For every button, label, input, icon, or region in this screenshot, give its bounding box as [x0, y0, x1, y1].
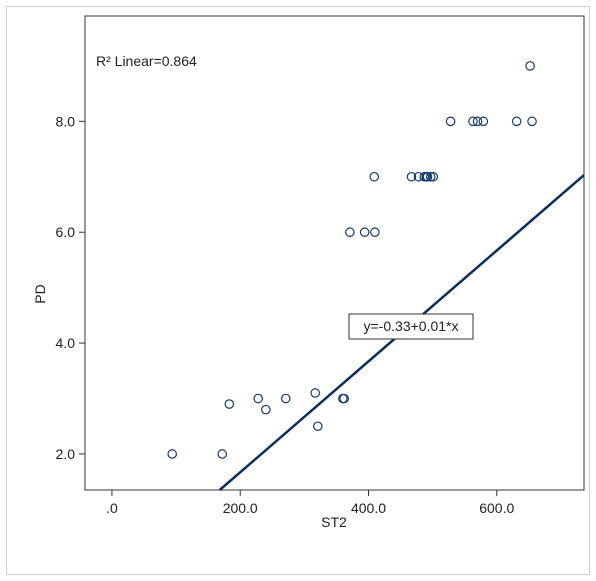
- data-point: [425, 171, 436, 182]
- data-point: [310, 388, 321, 398]
- data-point: [261, 404, 271, 415]
- y-tick-label: 4.0: [56, 335, 76, 351]
- x-tick-label: 200.0: [223, 500, 258, 516]
- data-point: [345, 227, 355, 238]
- plot-area: [84, 15, 585, 491]
- y-tick-label: 2.0: [56, 446, 76, 462]
- equation-box: [348, 313, 474, 340]
- y-tick-label: 8.0: [56, 113, 76, 129]
- data-point: [370, 227, 380, 238]
- x-axis-label: ST2: [321, 514, 347, 530]
- data-point: [527, 116, 537, 127]
- y-axis-label: PD: [32, 284, 48, 303]
- data-point: [472, 116, 483, 127]
- data-points: [167, 61, 537, 459]
- data-point: [280, 393, 291, 404]
- data-point: [369, 171, 380, 182]
- x-tick-label: 400.0: [351, 500, 386, 516]
- data-point: [445, 116, 456, 127]
- y-axis-ticks: 2.0 4.0 6.0 8.0: [56, 113, 85, 462]
- x-axis-ticks: .0 200.0 400.0 600.0: [106, 490, 514, 516]
- data-point: [224, 399, 235, 409]
- equation-annotation: y=-0.33+0.01*x: [364, 318, 459, 334]
- data-point: [511, 116, 522, 127]
- data-point: [339, 393, 349, 404]
- r2-annotation: R² Linear=0.864: [96, 53, 197, 69]
- x-tick-label: 600.0: [479, 500, 514, 516]
- data-point: [313, 421, 323, 432]
- x-tick-label: .0: [106, 500, 118, 516]
- data-point: [428, 171, 439, 182]
- data-point: [422, 171, 433, 182]
- data-point: [525, 61, 535, 71]
- data-point: [359, 227, 370, 238]
- data-point: [167, 449, 178, 459]
- data-point: [468, 116, 478, 127]
- chart-frame: [6, 6, 590, 575]
- data-point: [406, 171, 417, 182]
- y-tick-label: 6.0: [56, 224, 76, 240]
- data-point: [217, 449, 228, 459]
- data-point: [253, 393, 263, 404]
- data-point: [478, 116, 489, 127]
